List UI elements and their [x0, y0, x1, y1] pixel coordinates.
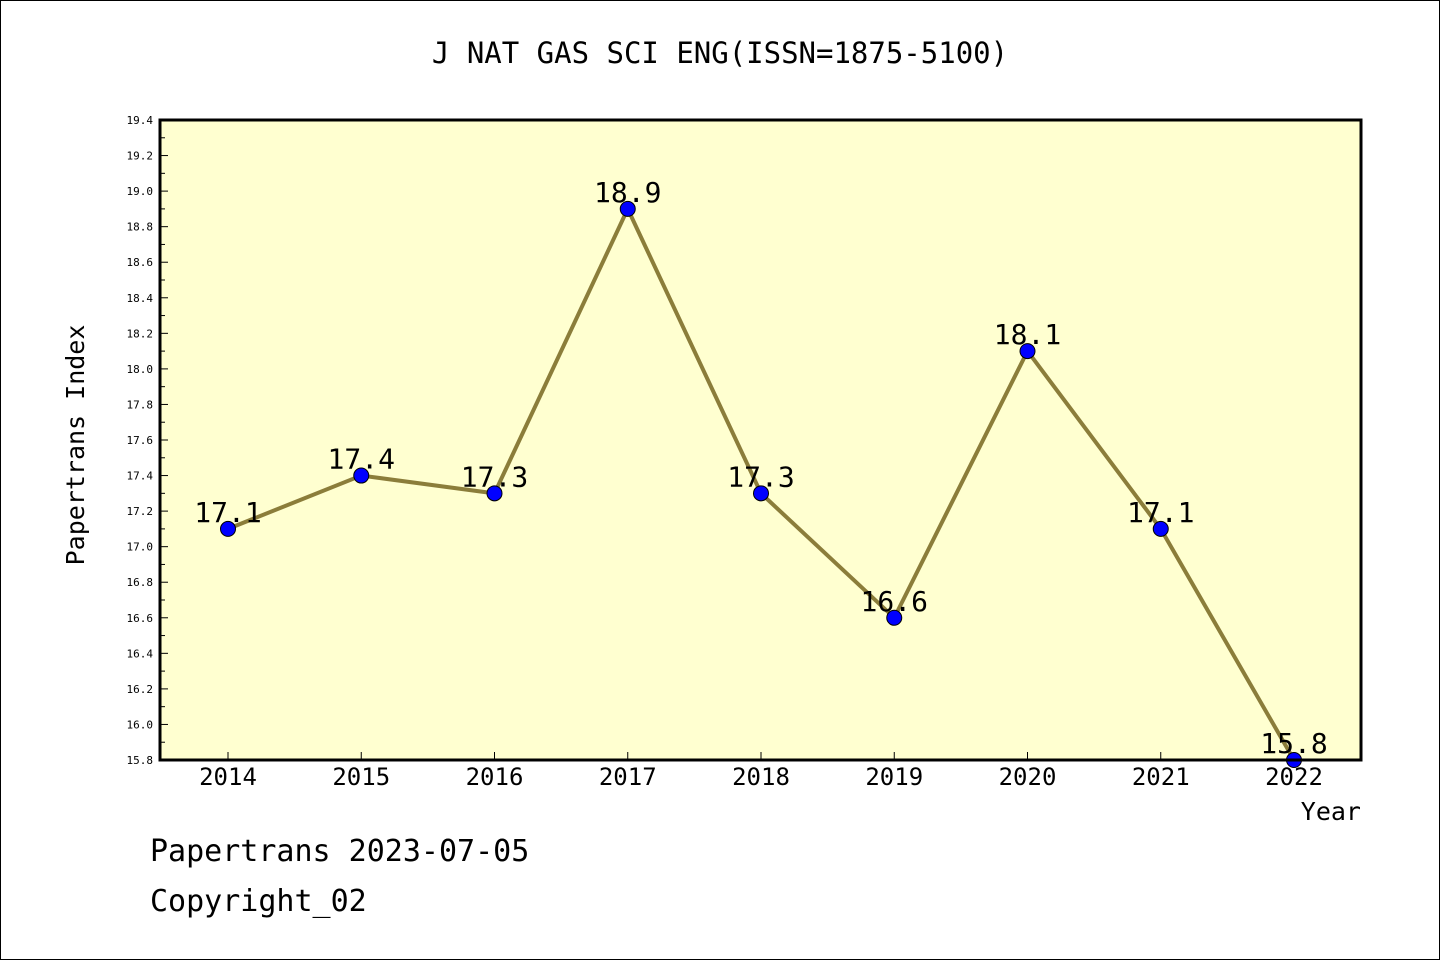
data-point [753, 485, 769, 502]
y-tick-label: 17.6 [127, 434, 154, 447]
y-tick-label: 16.2 [127, 683, 154, 696]
x-tick-label: 2019 [865, 763, 923, 791]
y-tick-label: 17.4 [127, 470, 154, 483]
data-label: 15.8 [1260, 727, 1327, 760]
y-tick-label: 16.4 [127, 647, 154, 660]
y-tick-label: 15.8 [127, 754, 154, 767]
y-tick-label: 16.0 [127, 718, 154, 731]
chart-title: J NAT GAS SCI ENG(ISSN=1875-5100) [431, 36, 1009, 70]
y-tick-label: 19.4 [127, 114, 154, 127]
data-label: 18.9 [594, 176, 661, 209]
x-tick-label: 2016 [466, 763, 524, 791]
y-tick-label: 16.6 [127, 612, 154, 625]
footer-source: Papertrans 2023-07-05 [150, 834, 530, 869]
y-tick-label: 18.2 [127, 327, 154, 340]
plot-area [160, 120, 1361, 760]
data-point [486, 485, 503, 502]
data-label: 17.1 [1127, 496, 1194, 529]
data-point [1152, 520, 1169, 537]
data-label: 17.3 [461, 460, 528, 493]
data-label: 17.3 [727, 460, 794, 493]
data-label: 16.6 [861, 585, 928, 618]
data-label: 18.1 [994, 318, 1061, 351]
x-axis: 2014 2015 2016 2017 2018 2019 2020 2021 2022 [199, 752, 1323, 791]
y-tick-label: 18.8 [127, 221, 154, 234]
y-tick-label: 17.0 [127, 541, 154, 554]
y-tick-label: 19.2 [127, 150, 154, 163]
y-axis-label: Papertrans Index [61, 325, 90, 566]
x-tick-label: 2021 [1132, 763, 1190, 791]
data-points [220, 200, 1302, 768]
footer-copyright: Copyright_02 [150, 884, 367, 919]
y-tick-label: 17.2 [127, 505, 154, 518]
data-label: 17.4 [328, 443, 395, 476]
x-axis-label: Year [1301, 797, 1361, 826]
x-tick-label: 2018 [732, 763, 790, 791]
data-label: 17.1 [194, 496, 261, 529]
data-point [619, 200, 636, 217]
y-tick-label: 19.0 [127, 185, 154, 198]
plot-border [158, 118, 1363, 762]
data-labels: 17.1 17.4 17.3 18.9 17.3 16.6 18.1 17.1 15.8 [194, 176, 1327, 760]
data-point [1019, 343, 1036, 360]
x-tick-label: 2014 [199, 763, 257, 791]
y-tick-label: 18.6 [127, 256, 154, 269]
x-tick-label: 2017 [599, 763, 657, 791]
y-tick-label: 17.8 [127, 398, 154, 411]
data-point [353, 467, 370, 484]
y-tick-label: 18.4 [127, 292, 154, 305]
data-point [886, 609, 903, 626]
data-point [220, 520, 236, 537]
x-tick-label: 2015 [332, 763, 390, 791]
y-tick-label: 16.8 [127, 576, 154, 589]
x-tick-label: 2020 [999, 763, 1057, 791]
y-tick-label: 18.0 [127, 363, 154, 376]
